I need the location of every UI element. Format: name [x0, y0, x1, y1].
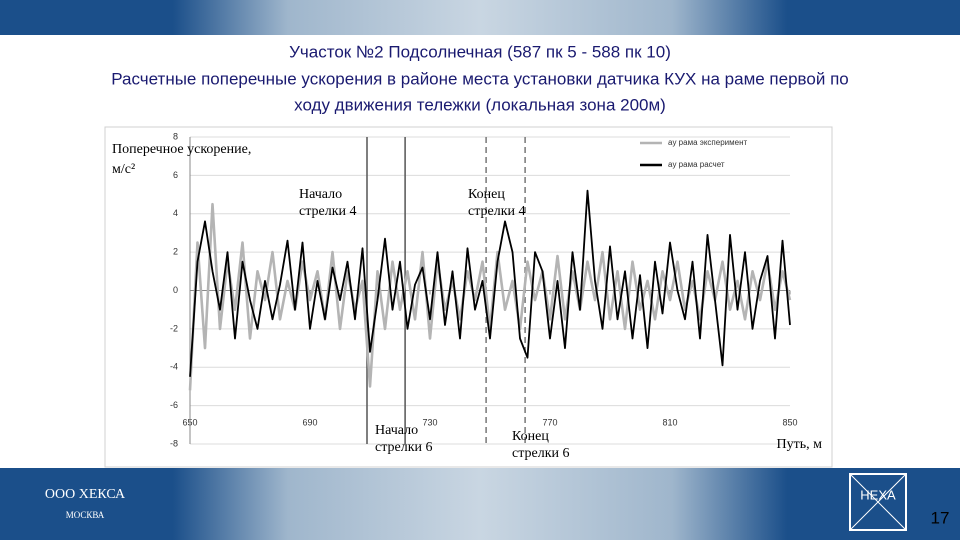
y-axis-label: м/с²	[112, 162, 135, 177]
logo-text: HEXA	[860, 487, 896, 502]
legend-label: ay рама расчет	[668, 160, 725, 169]
y-tick-label: 4	[173, 208, 178, 218]
y-tick-label: -6	[170, 400, 178, 410]
series-line	[189, 189, 791, 377]
annotation: Конец	[468, 187, 505, 202]
annotation: Конец	[512, 429, 549, 444]
company: ООО ХЕКСА	[45, 487, 126, 502]
x-tick-label: 690	[302, 417, 317, 427]
y-tick-label: 6	[173, 170, 178, 180]
title-line: ходу движения тележки (локальная зона 20…	[294, 95, 666, 114]
annotation: стрелки 4	[299, 204, 357, 219]
y-axis-label: Поперечное ускорение,	[112, 142, 251, 157]
y-tick-label: 2	[173, 247, 178, 257]
top-band	[0, 0, 960, 35]
annotation: Начало	[299, 187, 342, 202]
annotation: стрелки 6	[512, 446, 570, 461]
annotation: стрелки 4	[468, 204, 526, 219]
title-line: Участок №2 Подсолнечная (587 пк 5 - 588 …	[289, 42, 671, 61]
page-number: 17	[931, 508, 950, 527]
y-tick-label: 8	[173, 131, 178, 141]
series-line	[188, 202, 792, 391]
x-axis-label: Путь, м	[777, 437, 823, 452]
title-line: Расчетные поперечные ускорения в районе …	[111, 69, 848, 88]
y-tick-label: 0	[173, 285, 178, 295]
x-tick-label: 810	[662, 417, 677, 427]
y-tick-label: -2	[170, 323, 178, 333]
legend-label: ay рама эксперимент	[668, 138, 747, 147]
y-tick-label: -8	[170, 438, 178, 448]
y-tick-label: -4	[170, 362, 178, 372]
city: МОСКВА	[66, 510, 105, 520]
x-tick-label: 770	[542, 417, 557, 427]
annotation: стрелки 6	[375, 440, 433, 455]
logo-lines	[849, 473, 907, 531]
x-tick-label: 850	[782, 417, 797, 427]
x-tick-label: 730	[422, 417, 437, 427]
chart-frame	[104, 126, 833, 468]
bottom-band	[0, 468, 960, 540]
annotation: Начало	[375, 423, 418, 438]
